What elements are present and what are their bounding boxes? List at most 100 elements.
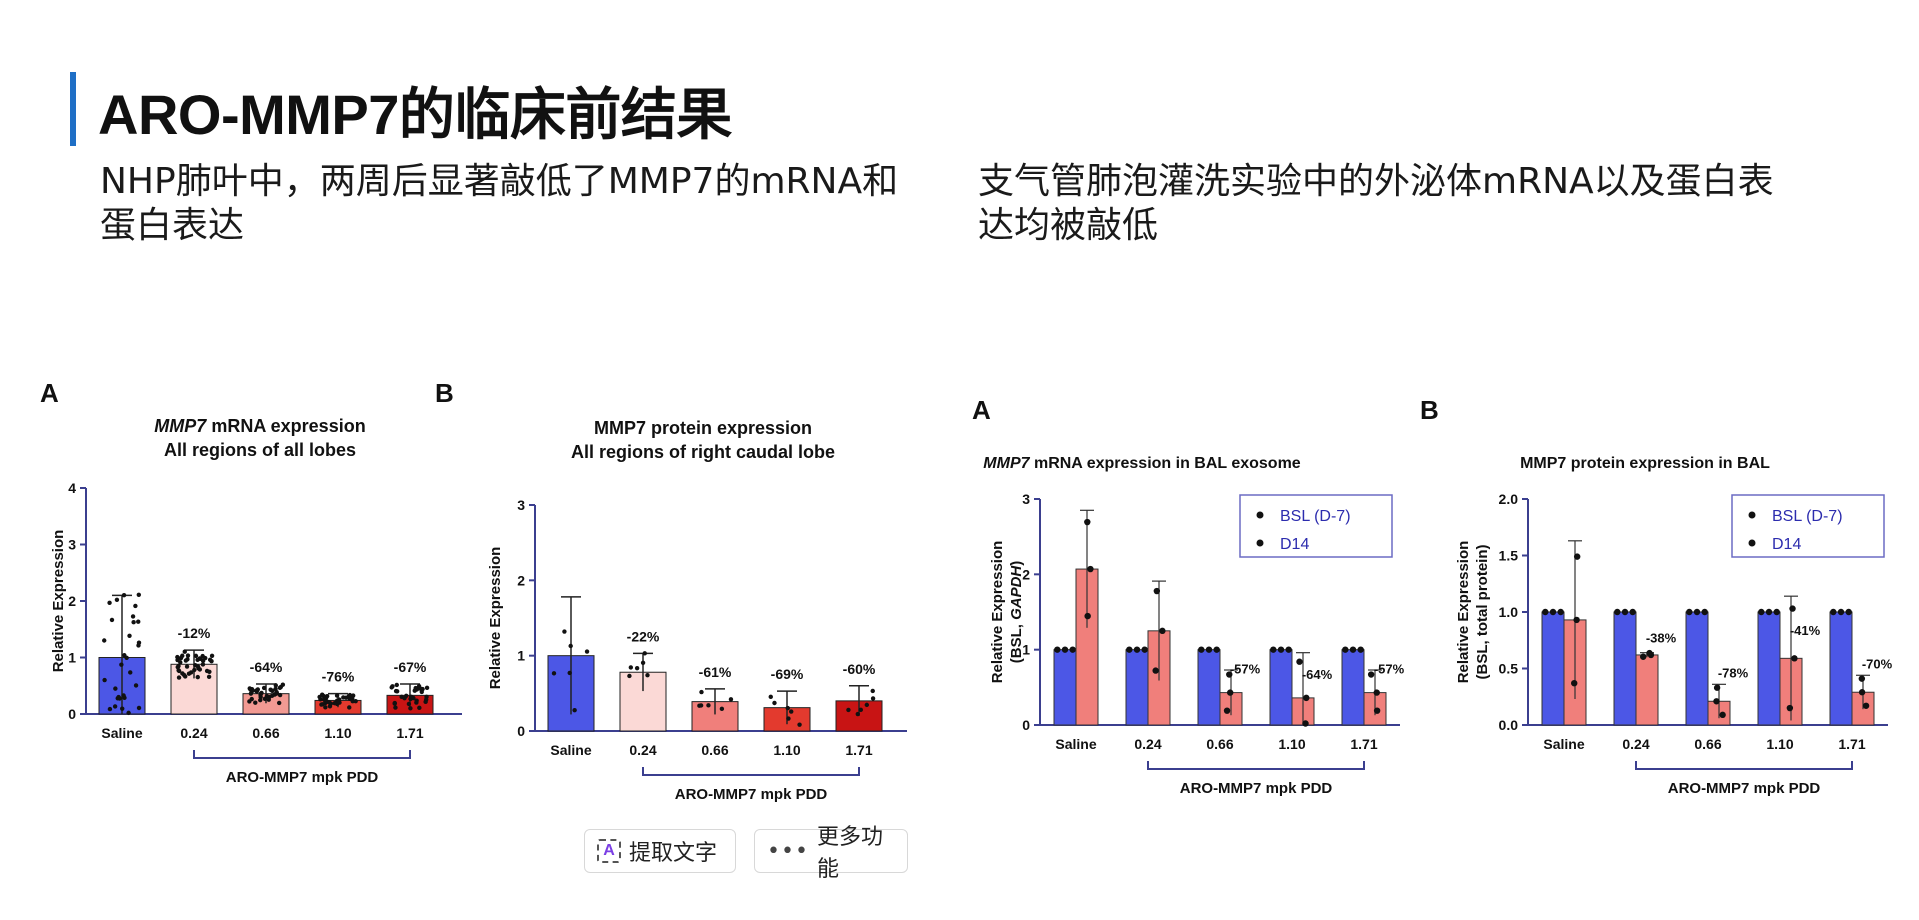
data-point bbox=[1858, 689, 1866, 696]
data-point bbox=[551, 671, 557, 676]
more-functions-label: 更多功能 bbox=[816, 825, 883, 882]
data-point bbox=[185, 653, 191, 658]
data-point bbox=[1773, 608, 1780, 616]
y-tick-label: 2 bbox=[517, 572, 525, 588]
data-point bbox=[698, 703, 704, 708]
data-point bbox=[419, 689, 424, 695]
data-point bbox=[408, 694, 414, 700]
data-point bbox=[406, 701, 412, 707]
chart-title: MMP7 protein expression in BAL bbox=[1520, 455, 1770, 472]
data-point bbox=[728, 697, 734, 702]
data-point bbox=[1629, 608, 1636, 616]
data-point bbox=[121, 592, 127, 598]
data-point bbox=[1549, 608, 1557, 616]
data-point bbox=[786, 716, 791, 721]
legend-marker bbox=[1748, 539, 1756, 547]
data-point bbox=[102, 638, 107, 643]
data-point bbox=[1557, 608, 1564, 616]
data-point bbox=[247, 699, 252, 704]
data-point bbox=[276, 700, 282, 706]
chart-mrna-bal-exosome: A MMP7 mRNA expression in BAL exosome 0 1 2 3… bbox=[972, 395, 1405, 797]
data-point bbox=[1223, 707, 1231, 714]
bar-baseline bbox=[1197, 649, 1221, 726]
data-point bbox=[332, 701, 337, 706]
data-point bbox=[1614, 608, 1621, 616]
data-point bbox=[1373, 689, 1380, 696]
data-point bbox=[1693, 608, 1701, 616]
percent-change-label: -78% bbox=[1718, 666, 1749, 681]
description-left: NHP肺叶中，两周后显著敲低了MMP7的mRNA和蛋白表达 bbox=[100, 161, 899, 246]
bar-baseline bbox=[1269, 649, 1293, 726]
data-point bbox=[114, 597, 120, 602]
data-point bbox=[1303, 694, 1310, 702]
data-point bbox=[408, 706, 413, 711]
y-tick-label: 4 bbox=[68, 480, 76, 496]
group-bracket bbox=[1635, 761, 1853, 770]
percent-change-label: -57% bbox=[1230, 662, 1261, 677]
data-point bbox=[1069, 646, 1076, 653]
data-point bbox=[178, 655, 184, 661]
percent-change-label: -64% bbox=[1302, 667, 1333, 682]
y-tick-label: 0 bbox=[517, 723, 525, 739]
legend-label: BSL (D-7) bbox=[1772, 508, 1843, 525]
data-point bbox=[248, 691, 254, 696]
data-point bbox=[858, 707, 864, 713]
data-point bbox=[327, 700, 332, 705]
data-point bbox=[258, 697, 263, 703]
legend-label: BSL (D-7) bbox=[1280, 508, 1351, 525]
data-point bbox=[1054, 646, 1061, 653]
x-tick-label: 1.10 bbox=[1766, 736, 1793, 752]
x-tick-label: Saline bbox=[1543, 736, 1584, 752]
data-point bbox=[1084, 612, 1091, 620]
data-point bbox=[864, 702, 870, 708]
y-tick-label: 1 bbox=[1022, 642, 1030, 658]
y-tick-label: 3 bbox=[68, 537, 76, 553]
group-label: ARO-MMP7 mpk PDD bbox=[226, 769, 379, 786]
group-bracket bbox=[1147, 761, 1365, 770]
extract-text-button[interactable]: A 提取文字 bbox=[584, 829, 736, 873]
legend-label: D14 bbox=[1280, 536, 1309, 553]
data-point bbox=[124, 655, 129, 661]
data-point bbox=[133, 683, 139, 688]
y-tick-label: 1.5 bbox=[1499, 548, 1519, 564]
data-point bbox=[1765, 608, 1773, 616]
data-point bbox=[109, 617, 115, 623]
data-point bbox=[254, 689, 260, 694]
data-point bbox=[323, 694, 328, 700]
data-point bbox=[1213, 646, 1220, 653]
x-tick-label: 1.71 bbox=[396, 725, 423, 741]
percent-change-label: -70% bbox=[1862, 657, 1893, 672]
data-point bbox=[350, 696, 355, 701]
legend-marker bbox=[1256, 511, 1264, 519]
y-tick-label: 2 bbox=[1022, 566, 1030, 582]
data-point bbox=[184, 664, 190, 669]
chart-mrna-all-lobes: A MMP7 mRNA expression All regions of all … bbox=[40, 378, 462, 786]
more-functions-button[interactable]: ••• 更多功能 bbox=[754, 825, 908, 882]
bar-baseline bbox=[1341, 649, 1365, 726]
bar-baseline bbox=[1685, 611, 1709, 726]
panel-letter: A bbox=[40, 378, 59, 408]
data-point bbox=[567, 670, 572, 676]
data-point bbox=[412, 688, 417, 693]
legend-marker bbox=[1256, 539, 1264, 547]
x-tick-label: 0.24 bbox=[180, 725, 207, 741]
data-point bbox=[1357, 646, 1364, 653]
data-point bbox=[193, 653, 199, 659]
data-point bbox=[183, 658, 189, 663]
data-point bbox=[280, 682, 286, 687]
data-point bbox=[1789, 605, 1796, 612]
data-point bbox=[113, 686, 118, 691]
data-point bbox=[572, 707, 577, 713]
data-point bbox=[183, 674, 188, 679]
data-point bbox=[186, 671, 192, 676]
data-point bbox=[269, 693, 275, 698]
data-point bbox=[1302, 720, 1309, 727]
data-point bbox=[562, 629, 567, 634]
bar-baseline bbox=[1541, 611, 1565, 726]
data-point bbox=[200, 662, 206, 667]
data-point bbox=[628, 665, 634, 670]
legend-marker bbox=[1748, 511, 1756, 519]
data-point bbox=[1153, 587, 1161, 595]
data-point bbox=[327, 704, 333, 709]
data-point bbox=[335, 699, 341, 704]
